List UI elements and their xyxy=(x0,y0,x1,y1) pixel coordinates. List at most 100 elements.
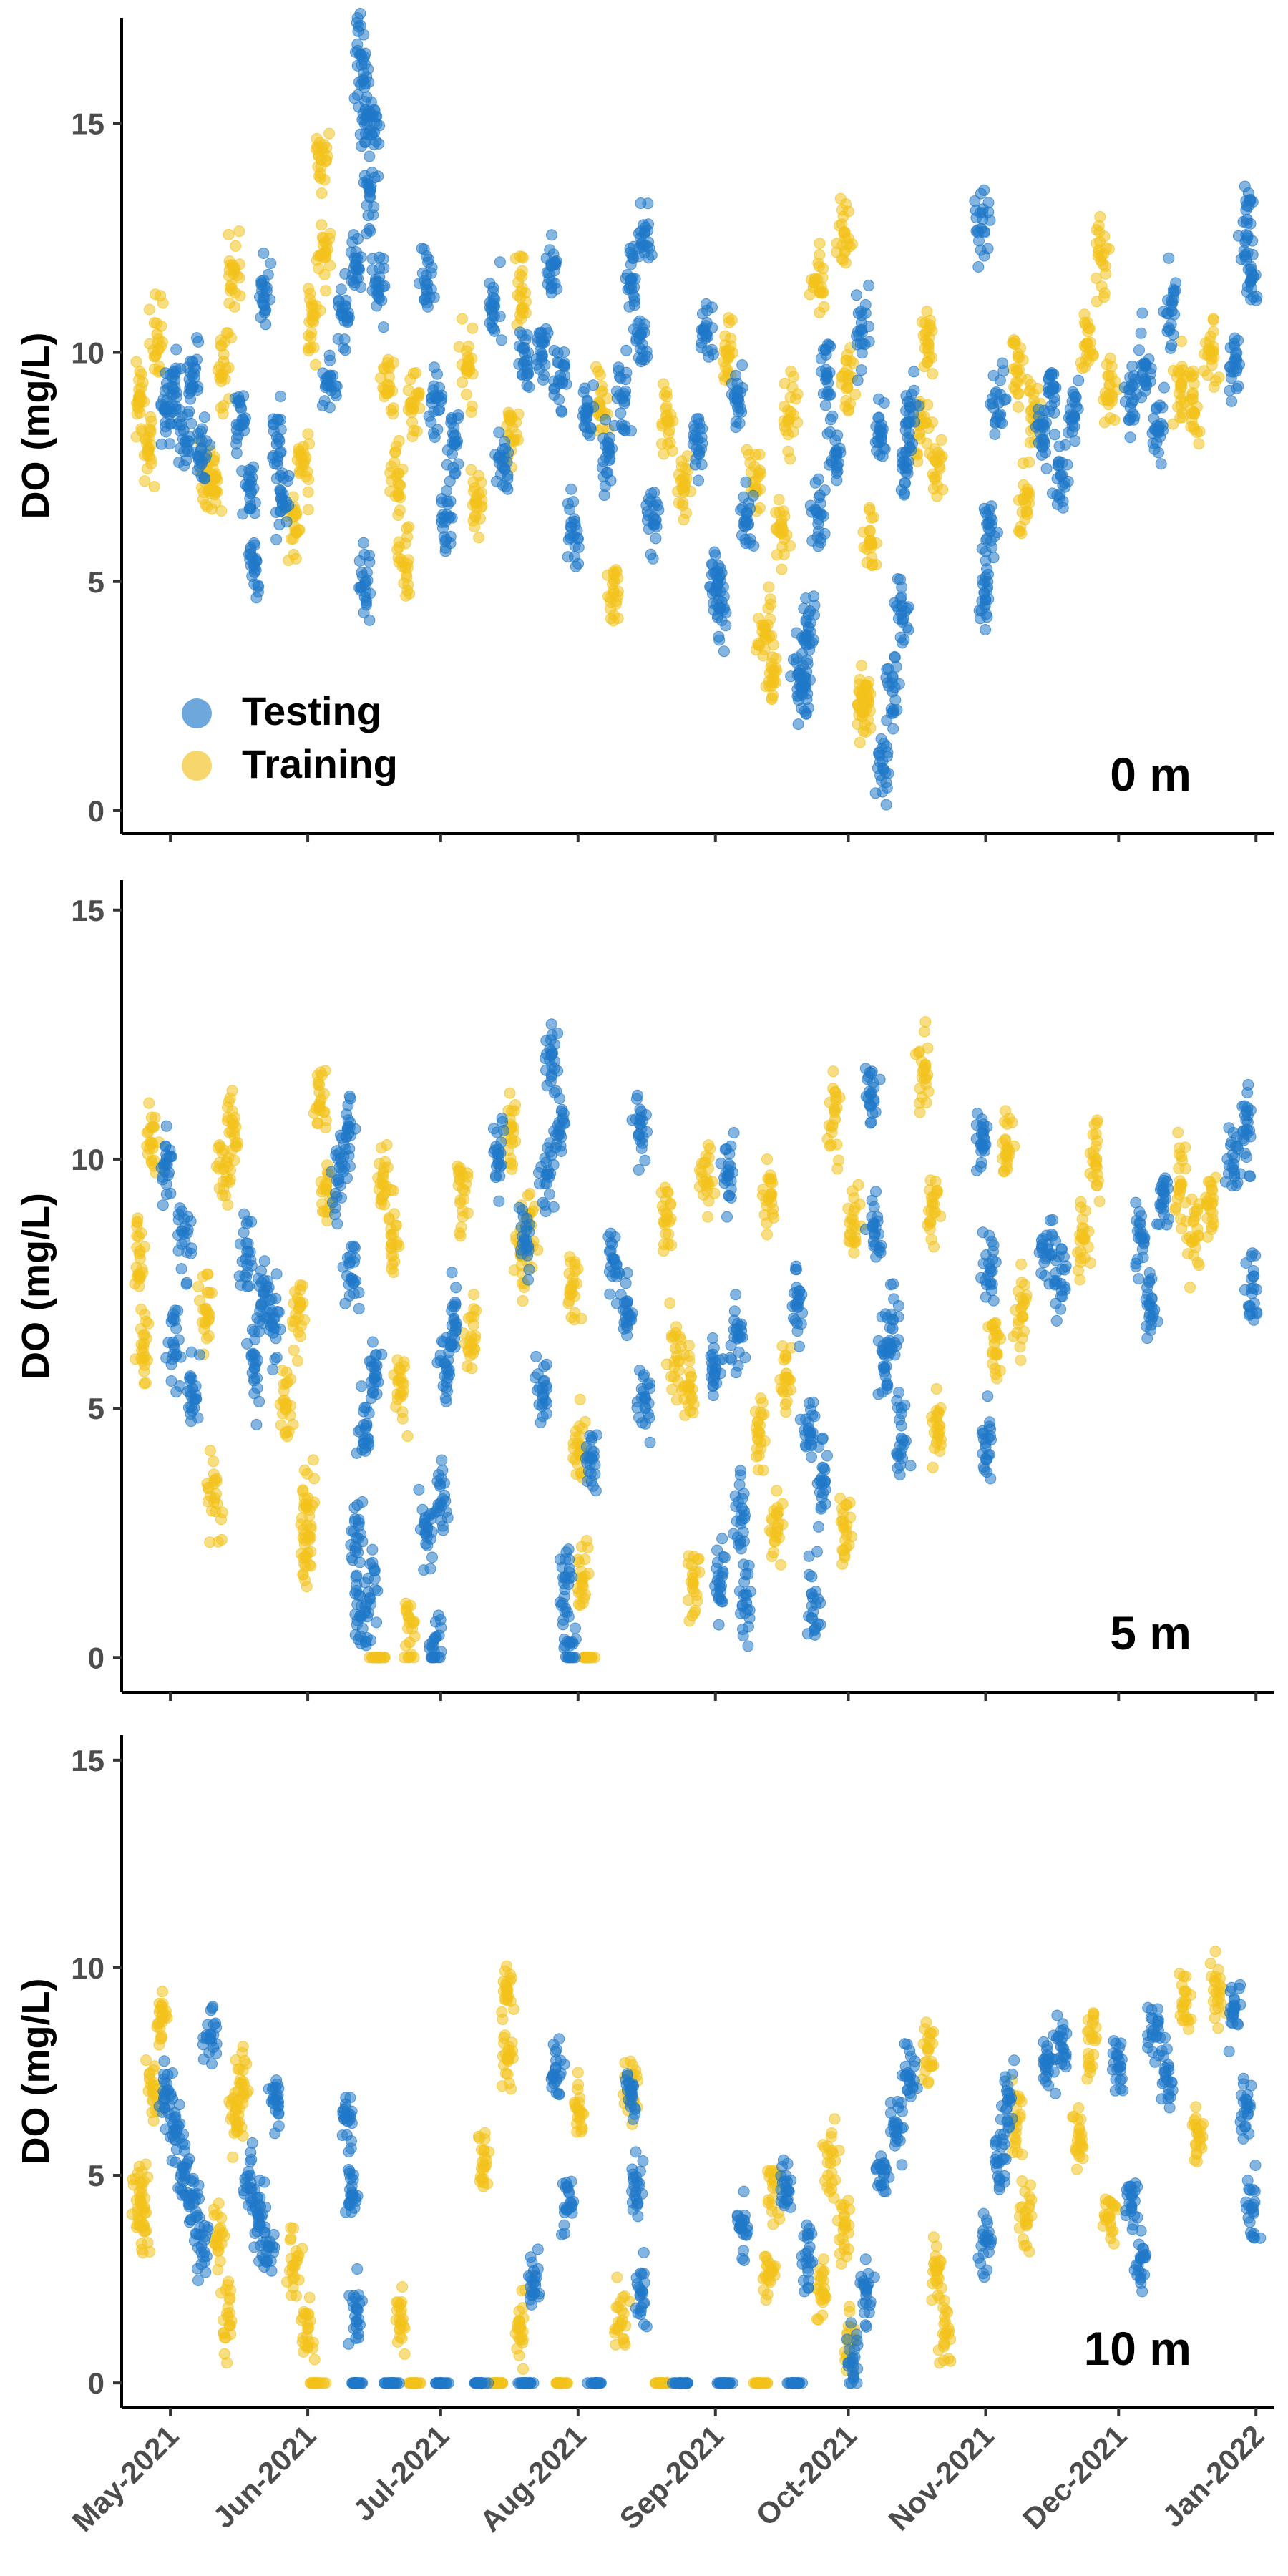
data-point-cloud xyxy=(1068,389,1080,401)
data-point-cloud xyxy=(275,504,287,517)
data-point-cloud xyxy=(819,1475,831,1487)
data-point-cloud xyxy=(1033,436,1045,449)
data-point-cloud xyxy=(1078,1222,1090,1234)
data-point-cloud xyxy=(316,219,328,231)
data-point-cloud xyxy=(1101,358,1113,371)
data-point-cloud xyxy=(713,1577,726,1589)
data-point-cloud xyxy=(280,1377,293,1390)
data-point-cloud xyxy=(980,624,992,635)
data-point-cloud xyxy=(1043,406,1055,418)
data-point-cloud xyxy=(351,1619,363,1631)
data-point-cloud xyxy=(1239,249,1252,260)
data-point-cloud xyxy=(801,1628,814,1640)
data-point-cloud xyxy=(665,1197,677,1209)
data-point-cloud xyxy=(488,1123,499,1135)
data-point-cloud xyxy=(565,1283,577,1295)
data-point-cloud xyxy=(537,1410,549,1423)
data-point-cloud xyxy=(565,532,577,544)
data-point-cloud xyxy=(728,1305,741,1317)
data-point-cloud xyxy=(590,1485,602,1497)
data-point-cloud xyxy=(1025,379,1037,391)
data-point-cloud xyxy=(919,1025,931,1038)
data-point-cloud xyxy=(582,1542,594,1553)
data-point-cloud xyxy=(848,1246,860,1259)
data-point-cloud xyxy=(467,322,479,334)
data-point-cloud xyxy=(1169,1204,1181,1216)
data-point-cloud xyxy=(233,225,245,238)
data-point-cloud xyxy=(830,1091,842,1103)
data-point-cloud xyxy=(896,599,908,611)
data-point-cloud xyxy=(555,405,567,416)
data-point-cloud xyxy=(462,1207,474,1219)
data-point-cloud xyxy=(492,1148,504,1161)
data-point-cloud xyxy=(806,1571,818,1583)
data-point-cloud xyxy=(740,476,752,488)
data-point-cloud xyxy=(172,1209,185,1220)
data-point-cloud xyxy=(1224,361,1236,373)
data-point-cloud xyxy=(454,1162,466,1174)
data-point-cloud xyxy=(1093,1195,1106,1207)
data-point-cloud xyxy=(444,495,457,507)
data-point-cloud xyxy=(1040,447,1051,459)
data-point-cloud xyxy=(576,1579,588,1591)
data-point-cloud xyxy=(296,451,308,463)
data-point-cloud xyxy=(374,119,386,132)
data-point-cloud xyxy=(564,503,576,515)
data-point-cloud xyxy=(630,335,643,347)
data-point-cloud xyxy=(502,473,514,485)
data-point-cloud xyxy=(683,1558,694,1570)
data-point-cloud xyxy=(706,558,718,570)
data-point-cloud xyxy=(288,1297,300,1309)
data-point-cloud xyxy=(978,225,990,238)
data-point-cloud xyxy=(284,1400,296,1412)
data-point-cloud xyxy=(809,600,821,611)
data-point-cloud xyxy=(388,356,399,369)
data-point-cloud xyxy=(628,299,640,311)
data-point-cloud xyxy=(507,1127,519,1138)
data-point-cloud xyxy=(428,361,440,374)
data-point-cloud xyxy=(819,1464,831,1475)
data-point-cloud xyxy=(325,384,337,396)
data-point-cloud xyxy=(713,634,726,646)
data-point-cloud xyxy=(250,592,263,604)
data-point-cloud xyxy=(660,390,673,402)
data-point-cloud xyxy=(360,597,372,609)
data-point-cloud xyxy=(557,1571,570,1584)
data-point-cloud xyxy=(618,395,630,407)
data-point-cloud xyxy=(303,438,315,450)
data-point-cloud xyxy=(821,1450,833,1462)
data-point-cloud xyxy=(1176,381,1188,393)
data-point-cloud xyxy=(546,1070,557,1083)
data-point-cloud xyxy=(899,477,911,489)
data-point-cloud xyxy=(635,1392,648,1404)
data-point-cloud xyxy=(413,387,425,399)
data-point-cloud xyxy=(562,1652,575,1664)
data-point-cloud xyxy=(297,1568,309,1581)
data-point-cloud xyxy=(809,274,821,286)
data-point-cloud xyxy=(302,428,314,440)
data-point-cloud xyxy=(295,1518,307,1531)
data-point-cloud xyxy=(570,1622,581,1634)
data-point-cloud xyxy=(1076,1213,1088,1225)
data-point-cloud xyxy=(1001,1118,1013,1130)
data-point-cloud xyxy=(662,438,674,450)
data-point-cloud xyxy=(359,1600,371,1612)
data-point-cloud xyxy=(354,49,366,61)
data-point-cloud xyxy=(753,502,766,514)
data-point-cloud xyxy=(1176,1222,1188,1234)
data-point-cloud xyxy=(372,1172,384,1184)
data-point-cloud xyxy=(1014,525,1026,537)
data-point-cloud xyxy=(504,1152,517,1164)
data-point-cloud xyxy=(1072,403,1084,415)
data-point-cloud xyxy=(384,385,395,396)
data-point-cloud xyxy=(864,525,876,537)
data-point-cloud xyxy=(355,581,367,593)
data-point-cloud xyxy=(305,341,317,353)
data-point-cloud xyxy=(324,260,336,272)
data-point-cloud xyxy=(782,445,794,457)
data-point-cloud xyxy=(310,358,321,371)
data-point-cloud xyxy=(260,318,272,331)
data-point-cloud xyxy=(521,1239,533,1252)
data-point-cloud xyxy=(610,564,622,576)
data-point-cloud xyxy=(346,275,357,286)
